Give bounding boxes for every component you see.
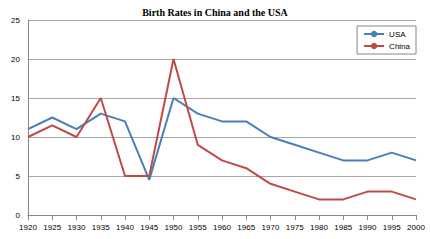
svg-text:1960: 1960 [213,223,231,232]
svg-text:1940: 1940 [116,223,134,232]
svg-text:0: 0 [16,211,21,220]
svg-text:1970: 1970 [262,223,280,232]
svg-text:1995: 1995 [383,223,401,232]
svg-text:1945: 1945 [140,223,158,232]
svg-text:1925: 1925 [43,223,61,232]
svg-text:25: 25 [11,16,20,25]
svg-text:5: 5 [16,172,21,181]
svg-text:10: 10 [11,133,20,142]
svg-text:1985: 1985 [334,223,352,232]
svg-text:Birth Rates in China and the U: Birth Rates in China and the USA [142,7,288,18]
svg-text:1950: 1950 [165,223,183,232]
svg-text:1965: 1965 [237,223,255,232]
svg-text:1990: 1990 [359,223,377,232]
svg-text:20: 20 [11,55,20,64]
svg-text:15: 15 [11,94,20,103]
svg-text:2000: 2000 [407,223,425,232]
svg-text:China: China [389,42,410,51]
svg-text:1935: 1935 [92,223,110,232]
svg-text:1980: 1980 [310,223,328,232]
svg-text:1955: 1955 [189,223,207,232]
svg-text:USA: USA [389,30,406,39]
svg-text:1930: 1930 [68,223,86,232]
svg-text:1975: 1975 [286,223,304,232]
svg-text:1920: 1920 [19,223,37,232]
